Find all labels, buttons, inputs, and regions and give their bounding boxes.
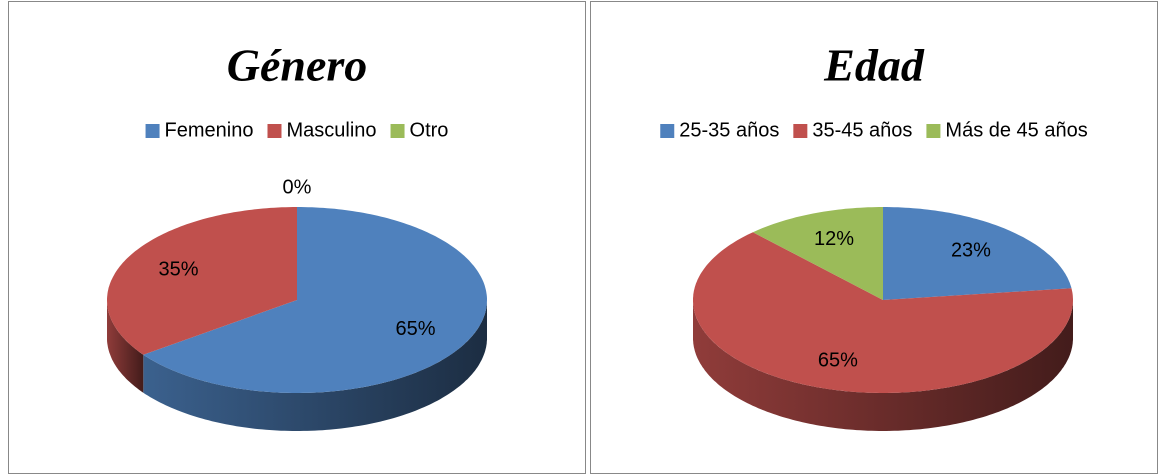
legend-label: Más de 45 años bbox=[945, 119, 1087, 141]
slice bbox=[107, 207, 297, 355]
chart-frame bbox=[590, 1, 1158, 474]
legend-label: Otro bbox=[410, 119, 449, 141]
legend-label: 25-35 años bbox=[679, 119, 779, 141]
data-label: 12% bbox=[814, 228, 854, 250]
legend-label: 35-45 años bbox=[812, 119, 912, 141]
slice-side bbox=[693, 300, 1073, 431]
legend-label: Masculino bbox=[286, 119, 376, 141]
slice bbox=[693, 232, 1073, 393]
chart-title: Edad bbox=[823, 40, 925, 91]
slice bbox=[752, 207, 883, 300]
legend-swatch bbox=[145, 124, 160, 138]
data-label: 23% bbox=[951, 239, 991, 261]
legend-swatch bbox=[926, 124, 941, 138]
data-label: 0% bbox=[283, 177, 312, 199]
slice-side bbox=[107, 300, 144, 393]
legend-swatch bbox=[267, 124, 282, 138]
data-label: 35% bbox=[158, 259, 198, 281]
chart: Género Femenino Masculino Otro 65% 35% 0% bbox=[107, 40, 488, 431]
legend-swatch bbox=[390, 124, 405, 138]
data-label: 65% bbox=[818, 350, 858, 372]
data-label: 65% bbox=[395, 318, 435, 340]
chart-frame bbox=[8, 1, 586, 474]
legend-swatch bbox=[793, 124, 808, 138]
slice-side bbox=[143, 300, 488, 431]
legend-swatch bbox=[660, 124, 675, 138]
legend-label: Femenino bbox=[165, 119, 254, 141]
slice bbox=[143, 207, 488, 393]
slice bbox=[883, 207, 1072, 300]
chart-title: Género bbox=[227, 40, 368, 91]
chart: Edad 25-35 años 35-45 años Más de 45 años 23… bbox=[660, 40, 1088, 431]
